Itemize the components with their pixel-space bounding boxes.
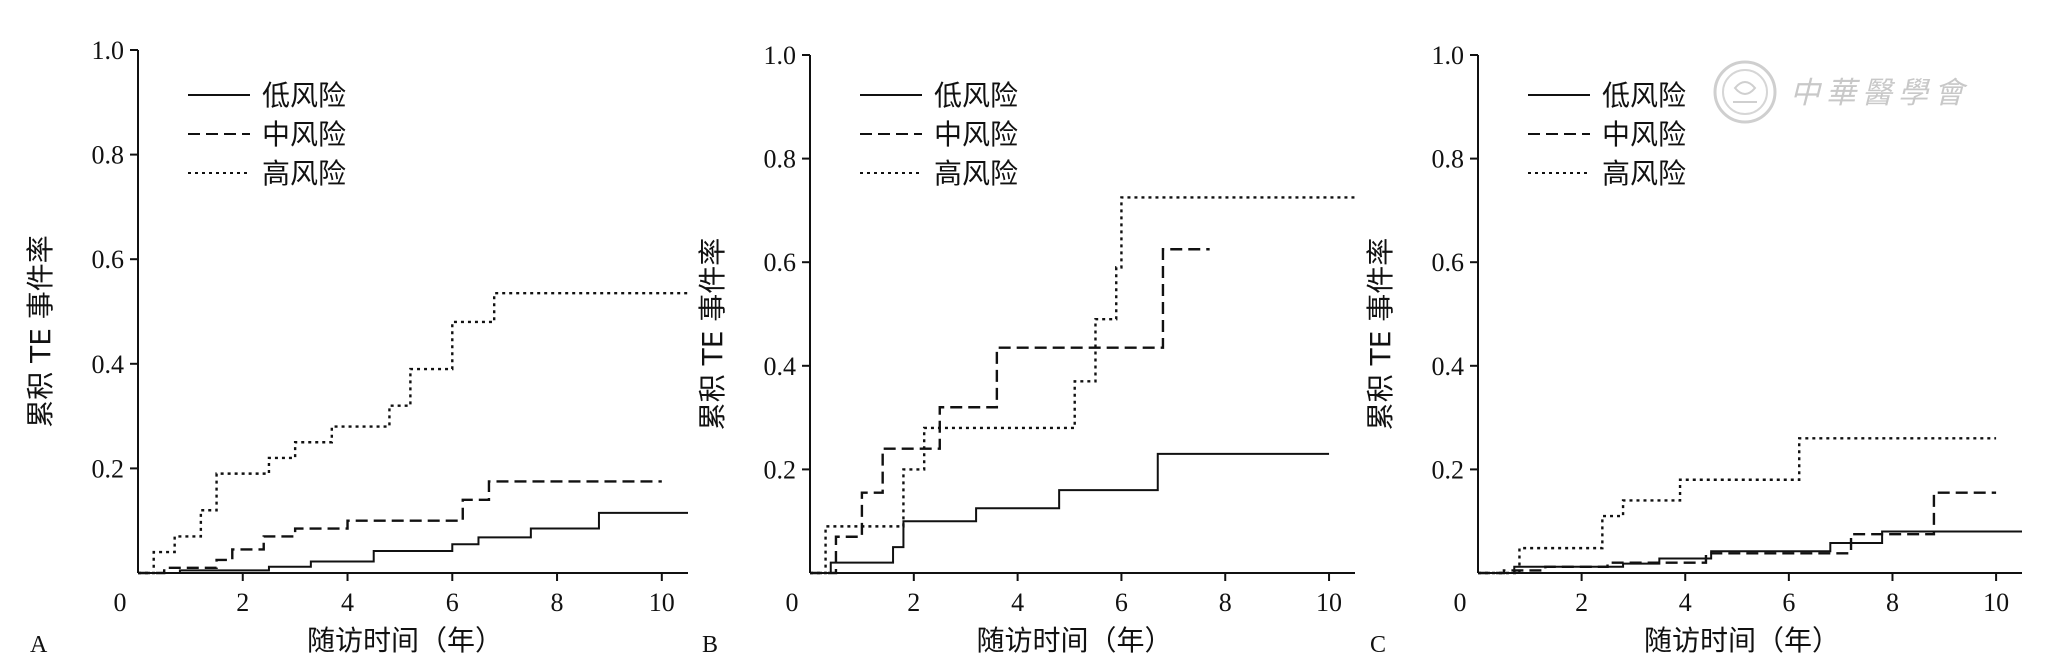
x-tick-label: 6 [1782, 588, 1795, 617]
y-axis-label: 累积 TE 事件率 [696, 238, 729, 431]
legend-label: 高风险 [262, 157, 346, 190]
x-tick-label: 8 [551, 588, 564, 617]
x-tick-label: 10 [649, 588, 675, 617]
chart-panel-A: 0 2 4 6 8 10 0.2 0.4 0.6 0.8 1.0 随访时间（年） 累积 TE 事件率 A 低… [24, 36, 688, 658]
y-tick-label: 0.2 [764, 455, 797, 484]
x-tick-label: 0 [1454, 588, 1467, 617]
watermark-seal-icon [1713, 60, 1777, 124]
series-line-mid-risk [138, 480, 662, 575]
x-tick-label: 0 [786, 588, 799, 617]
y-tick-label: 1.0 [764, 41, 797, 70]
legend-label: 高风险 [934, 157, 1018, 190]
legend-label: 中风险 [1602, 118, 1686, 151]
x-tick-label: 2 [1575, 588, 1588, 617]
series-line-low-risk [1478, 530, 2022, 574]
y-tick-label: 0.6 [92, 245, 125, 274]
series-line-high-risk [138, 291, 688, 575]
x-tick-label: 6 [446, 588, 459, 617]
panel-label: B [702, 632, 718, 658]
watermark: 中華醫學會 [1713, 60, 1970, 124]
series-line-mid-risk [1478, 491, 1997, 575]
y-tick-label: 0.6 [1432, 248, 1465, 277]
x-tick-label: 8 [1886, 588, 1899, 617]
panel-label: A [30, 632, 48, 658]
series-line-low-risk [138, 511, 688, 574]
series-line-mid-risk [810, 248, 1210, 575]
y-tick-label: 0.4 [764, 352, 797, 381]
y-tick-label: 0.2 [1432, 455, 1465, 484]
y-tick-label: 0.4 [92, 350, 125, 379]
x-tick-label: 4 [341, 588, 354, 617]
watermark-text: 中華醫學會 [1790, 76, 1970, 111]
panel-label: C [1370, 632, 1386, 658]
y-tick-label: 1.0 [1432, 41, 1465, 70]
x-tick-label: 4 [1011, 588, 1024, 617]
x-tick-label: 2 [907, 588, 920, 617]
x-tick-label: 4 [1679, 588, 1692, 617]
y-tick-label: 0.8 [764, 145, 797, 174]
chart-panel-B: 0 2 4 6 8 10 0.2 0.4 0.6 0.8 1.0 随访时间（年） 累积 TE 事件率 B 低… [696, 41, 1355, 658]
series-line-high-risk [810, 196, 1355, 575]
x-axis-label: 随访时间（年） [976, 624, 1172, 657]
x-tick-label: 2 [236, 588, 249, 617]
x-axis-label: 随访时间（年） [307, 624, 503, 657]
x-tick-label: 10 [1983, 588, 2009, 617]
y-tick-label: 0.2 [92, 454, 125, 483]
legend-label: 低风险 [934, 79, 1018, 112]
y-axis-label: 累积 TE 事件率 [24, 235, 57, 428]
series-line-high-risk [1478, 437, 1997, 575]
y-tick-label: 1.0 [92, 36, 125, 65]
x-tick-label: 8 [1219, 588, 1232, 617]
legend-label: 中风险 [934, 118, 1018, 151]
y-tick-label: 0.4 [1432, 352, 1465, 381]
x-tick-label: 0 [114, 588, 127, 617]
legend-label: 低风险 [1602, 79, 1686, 112]
y-tick-label: 0.8 [1432, 145, 1465, 174]
legend-label: 中风险 [262, 118, 346, 151]
x-tick-label: 6 [1115, 588, 1128, 617]
legend-label: 高风险 [1602, 157, 1686, 190]
y-tick-label: 0.8 [92, 141, 125, 170]
legend-label: 低风险 [262, 79, 346, 112]
x-tick-label: 10 [1316, 588, 1342, 617]
y-axis-label: 累积 TE 事件率 [1364, 238, 1397, 431]
chart-panel-C: 0 2 4 6 8 10 0.2 0.4 0.6 0.8 1.0 随访时间（年） 累积 TE 事件率 C 低… [1364, 41, 2022, 658]
series-line-low-risk [810, 452, 1330, 574]
x-axis-label: 随访时间（年） [1644, 624, 1840, 657]
y-tick-label: 0.6 [764, 248, 797, 277]
